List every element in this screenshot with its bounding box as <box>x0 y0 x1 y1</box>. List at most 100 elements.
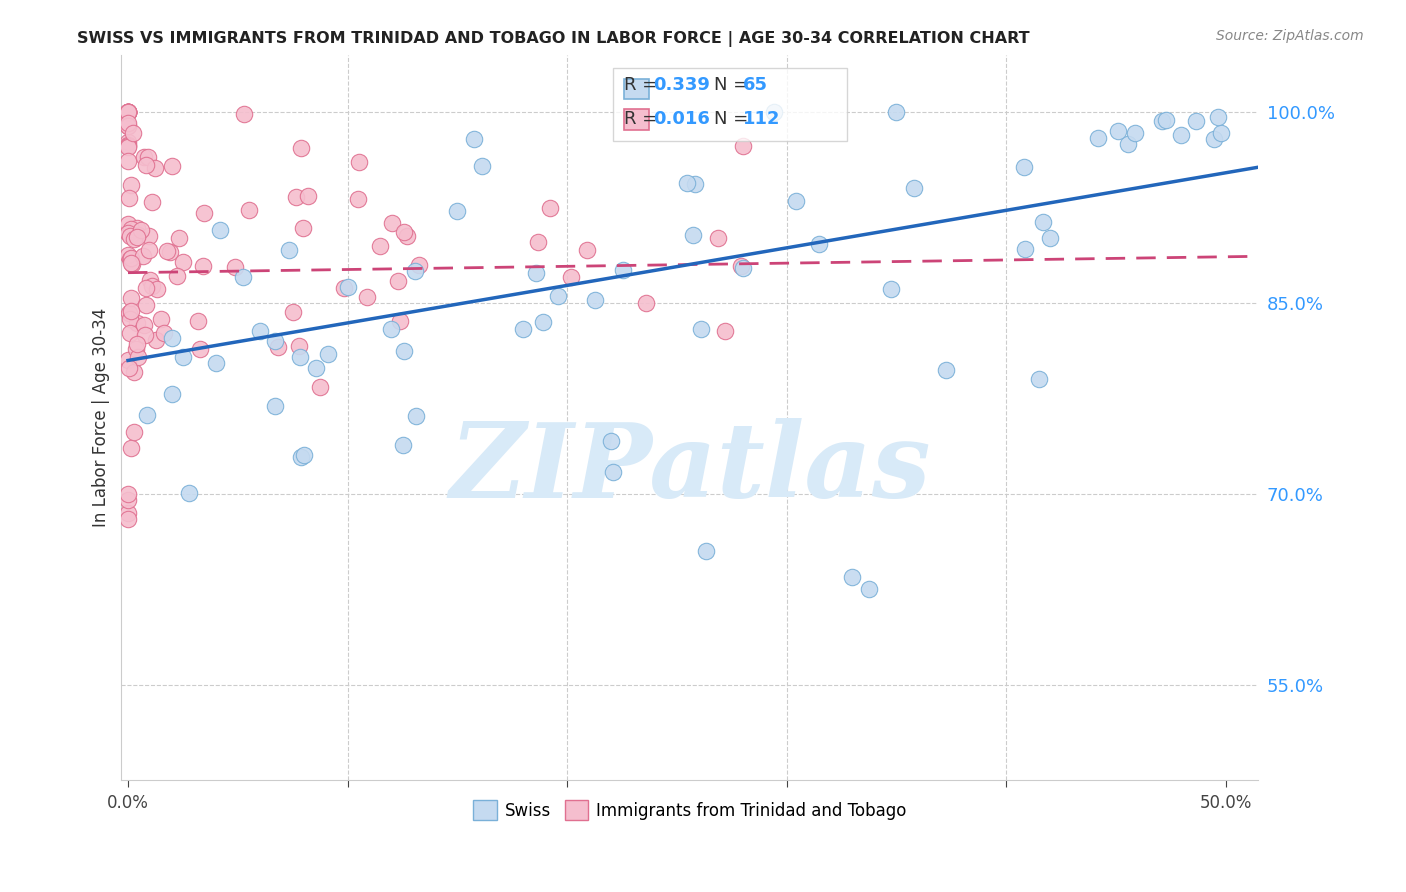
Point <box>1123 127 1146 141</box>
Text: 0.339: 0.339 <box>654 76 710 94</box>
Point <box>121 126 143 140</box>
Point <box>388 314 411 328</box>
Point <box>209 223 232 237</box>
Point <box>381 217 404 231</box>
Point <box>117 105 139 120</box>
Point <box>695 544 717 558</box>
Point <box>117 140 139 154</box>
Point <box>264 334 287 348</box>
Point <box>117 105 139 120</box>
Point <box>117 119 139 133</box>
Point <box>125 337 148 351</box>
Point <box>264 400 287 414</box>
Point <box>290 450 312 464</box>
Point <box>347 155 370 169</box>
Point <box>408 258 430 272</box>
Point <box>387 274 409 288</box>
Point <box>1202 132 1225 146</box>
Point <box>125 343 148 357</box>
Point <box>333 281 356 295</box>
Point <box>538 201 561 215</box>
Point <box>117 154 139 169</box>
Point <box>612 263 634 277</box>
Point <box>583 293 606 308</box>
Point <box>127 220 149 235</box>
Point <box>135 158 157 172</box>
Point <box>135 281 157 295</box>
Point <box>127 227 149 242</box>
Point <box>117 105 139 120</box>
Point <box>714 325 737 339</box>
Point <box>122 232 145 246</box>
Point <box>129 222 152 236</box>
Point <box>188 342 211 356</box>
Point <box>238 202 260 217</box>
Point <box>117 487 139 501</box>
Point <box>305 360 328 375</box>
Point <box>1032 215 1054 229</box>
Point <box>287 339 309 353</box>
Point <box>512 321 534 335</box>
Point <box>547 289 569 303</box>
Point <box>405 409 427 424</box>
Point <box>120 291 142 305</box>
Point <box>138 228 160 243</box>
Point <box>160 159 183 173</box>
Point <box>135 297 157 311</box>
Point <box>290 140 312 154</box>
Point <box>524 266 547 280</box>
Point <box>141 195 163 210</box>
Point <box>336 280 359 294</box>
Point <box>395 228 418 243</box>
Point <box>576 243 599 257</box>
Point <box>117 217 139 231</box>
Point <box>187 313 209 327</box>
Point <box>682 227 704 242</box>
Point <box>125 316 148 330</box>
Point <box>1154 113 1177 128</box>
Point <box>120 311 142 326</box>
Point <box>1170 128 1192 142</box>
Y-axis label: In Labor Force | Age 30-34: In Labor Force | Age 30-34 <box>93 308 110 527</box>
Point <box>150 311 173 326</box>
Point <box>120 251 142 265</box>
Point <box>278 243 301 257</box>
Point <box>731 261 754 276</box>
Point <box>602 465 624 479</box>
Point <box>138 150 160 164</box>
Point <box>122 425 145 439</box>
Point <box>880 282 903 296</box>
Point <box>159 245 181 260</box>
Point <box>120 221 142 235</box>
Point <box>205 355 228 369</box>
Point <box>134 327 156 342</box>
Point <box>121 257 143 271</box>
Point <box>117 360 139 375</box>
Point <box>1012 160 1035 174</box>
Point <box>153 326 176 340</box>
Point <box>404 264 426 278</box>
Point <box>841 570 863 584</box>
Point <box>267 340 290 354</box>
Point <box>166 269 188 284</box>
Point <box>463 132 485 146</box>
Text: N =: N = <box>714 76 754 94</box>
Point <box>117 138 139 153</box>
Point <box>297 189 319 203</box>
Point <box>117 105 139 120</box>
Point <box>117 119 139 133</box>
Point <box>125 229 148 244</box>
Point <box>146 282 169 296</box>
Point <box>117 247 139 261</box>
Point <box>730 259 752 273</box>
Point <box>117 512 139 526</box>
Point <box>117 116 139 130</box>
Point <box>118 191 141 205</box>
Point <box>318 346 340 360</box>
Point <box>288 350 311 364</box>
Point <box>232 270 254 285</box>
Point <box>903 181 925 195</box>
Point <box>676 176 699 190</box>
Point <box>191 260 214 274</box>
Point <box>1039 231 1062 245</box>
